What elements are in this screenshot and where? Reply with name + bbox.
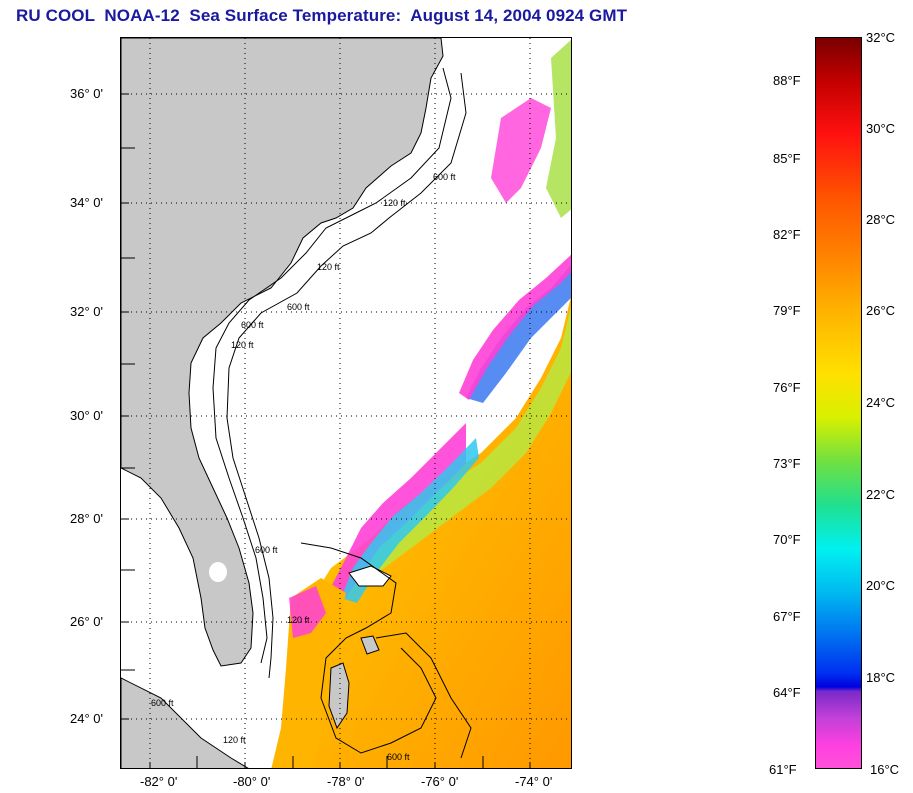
contour-120ft <box>212 67 452 664</box>
graticule <box>121 38 571 768</box>
contour-label: 120 ft <box>317 262 340 272</box>
front-edge-magenta <box>321 423 466 608</box>
colorbar-fahrenheit-label: 67°F <box>773 609 801 624</box>
contour-label: 600 ft <box>151 698 174 708</box>
northern-cold-patch <box>491 98 551 203</box>
land-grand-bahama <box>348 565 392 587</box>
contour-label: 120 ft <box>287 615 310 625</box>
colorbar-fahrenheit-label: 79°F <box>773 303 801 318</box>
land-cuba <box>121 677 249 768</box>
axis-ticks <box>121 93 531 768</box>
contour-label: 120 ft <box>231 340 254 350</box>
colorbar-celsius-label: 26°C <box>866 303 896 318</box>
cold-front-blue <box>466 265 571 403</box>
florida-straits-water <box>271 578 346 768</box>
contour-label: 600 ft <box>433 172 456 182</box>
latitude-label: 30° 0' <box>70 408 103 423</box>
contour-label: 600 ft <box>241 320 264 330</box>
colorbar-fahrenheit-label: 85°F <box>773 151 801 166</box>
latitude-label: 24° 0' <box>70 711 103 726</box>
latitude-label: 28° 0' <box>70 511 103 526</box>
longitude-label: -82° 0' <box>140 774 178 789</box>
latitude-label: 32° 0' <box>70 304 103 319</box>
colorbar-celsius-label: 28°C <box>866 212 896 227</box>
longitude-label: -74° 0' <box>515 774 553 789</box>
longitude-label: -76° 0' <box>421 774 459 789</box>
colorbar-celsius-label: 22°C <box>866 487 896 502</box>
contour-label: 120 ft <box>223 735 246 745</box>
colorbar-fahrenheit-label: 61°F <box>769 762 797 777</box>
longitude-label: -80° 0' <box>233 774 271 789</box>
lake-okeechobee <box>209 562 227 582</box>
contour-bahamas <box>300 542 437 754</box>
colorbar-celsius-label: 18°C <box>866 670 896 685</box>
longitude-label: -78° 0' <box>327 774 365 789</box>
front-edge-cyan <box>341 438 479 603</box>
latitude-label: 36° 0' <box>70 86 103 101</box>
colorbar-fahrenheit-label: 76°F <box>773 380 801 395</box>
northern-warm-patch <box>546 39 571 218</box>
latitude-label: 34° 0' <box>70 195 103 210</box>
colorbar-celsius-label: 20°C <box>866 578 896 593</box>
map-title: RU COOL NOAA-12 Sea Surface Temperature:… <box>16 6 628 25</box>
colorbar-fahrenheit-label: 73°F <box>773 456 801 471</box>
contour-600ft <box>226 72 467 679</box>
colorbar-fahrenheit-label: 64°F <box>773 685 801 700</box>
colorbar-celsius-label: 32°C <box>866 30 896 45</box>
temperature-colorbar <box>815 37 862 769</box>
contour-label: 600 ft <box>287 302 310 312</box>
land-bahamas-small <box>360 635 380 655</box>
colorbar-fahrenheit-label: 82°F <box>773 227 801 242</box>
colorbar-fahrenheit-label: 70°F <box>773 532 801 547</box>
colorbar-celsius-label: 24°C <box>866 395 896 410</box>
florida-straits-cold <box>289 586 326 638</box>
latitude-label: 26° 0' <box>70 614 103 629</box>
colorbar-fahrenheit-label: 88°F <box>773 73 801 88</box>
land-andros <box>328 662 350 730</box>
colorbar-celsius-label: 30°C <box>866 121 896 136</box>
sst-map[interactable]: 120 ft 600 ft 120 ft 600 ft 120 ft 600 f… <box>120 37 572 769</box>
contour-label: 600 ft <box>255 545 278 555</box>
contour-label: 600 ft <box>387 752 410 762</box>
cold-front-magenta <box>459 254 571 400</box>
contour-label: 120 ft <box>383 198 406 208</box>
colorbar-celsius-label: 16°C <box>870 762 900 777</box>
contour-bahamas-east <box>375 632 472 759</box>
sst-map-canvas: 120 ft 600 ft 120 ft 600 ft 120 ft 600 f… <box>121 38 571 768</box>
land-us-southeast <box>121 38 444 667</box>
